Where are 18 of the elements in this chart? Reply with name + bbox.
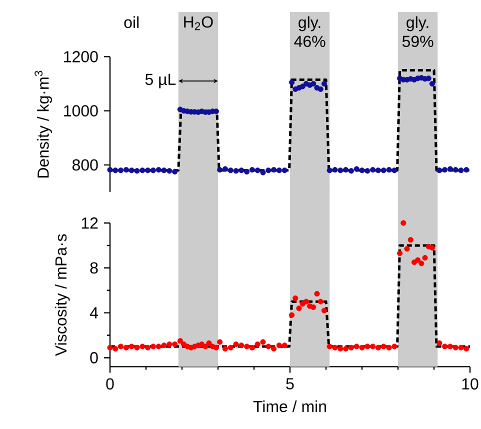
y-tick-label: 12: [82, 217, 98, 229]
y-tick-label: 800: [72, 159, 98, 171]
y-tick-label: 0: [90, 352, 98, 364]
y-axis-title: Density / kg·m$^{3}$: [34, 70, 52, 178]
x-tick-label: 10: [462, 378, 478, 390]
y-axis-title: Viscosity / mPa·s: [54, 234, 70, 356]
band-label: gly. 46%: [294, 16, 326, 48]
band-label: gly. 59%: [402, 16, 434, 48]
y-tick-label: 8: [90, 262, 98, 274]
y-tick-label: 1000: [64, 105, 98, 116]
text: oil: [124, 16, 139, 28]
annotation: 5 µL: [145, 74, 176, 88]
x-tick-label: 5: [286, 378, 294, 390]
x-axis-title: Time / min: [253, 400, 326, 412]
y-tick-label: 4: [90, 307, 98, 318]
band-label: H$_{2}$O: [184, 16, 213, 30]
x-tick-label: 0: [106, 378, 114, 390]
y-tick-label: 1200: [64, 51, 98, 62]
